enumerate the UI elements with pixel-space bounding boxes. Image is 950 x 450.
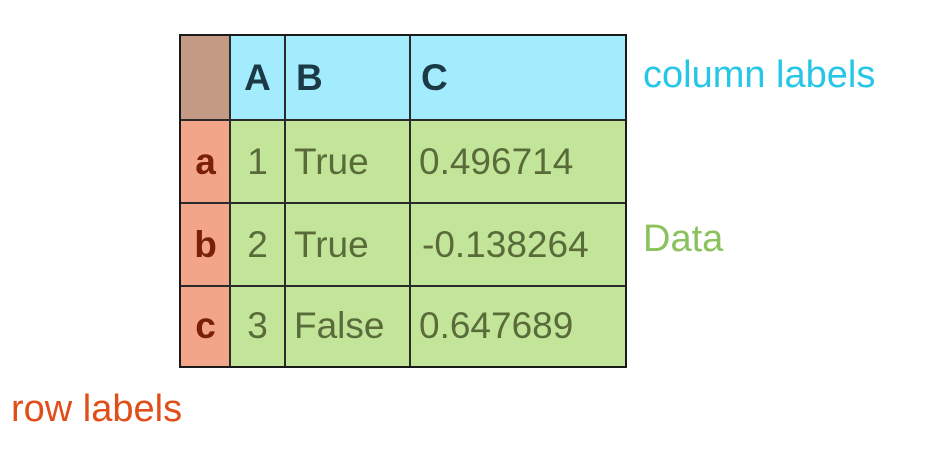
data-cell-b-A: 2: [230, 203, 285, 286]
data-cell-c-A: 3: [230, 286, 285, 366]
data-cell-c-B: False: [285, 286, 410, 366]
row-labels-annotation: row labels: [11, 388, 183, 430]
data-cell-b-B: True: [285, 203, 410, 286]
data-annotation: Data: [643, 218, 724, 260]
corner-cell: [181, 36, 230, 120]
grid-line-vertical-1: [229, 36, 231, 366]
row-label-b: b: [181, 203, 230, 286]
grid-line-horizontal-1: [181, 119, 625, 121]
row-label-a: a: [181, 120, 230, 203]
column-header-b: B: [285, 36, 410, 120]
column-labels-annotation: column labels: [643, 54, 876, 96]
data-cell-b-C: -0.138264: [410, 203, 625, 286]
grid-line-vertical-2: [284, 36, 286, 366]
grid-line-horizontal-2: [181, 202, 625, 204]
data-cell-a-C: 0.496714: [410, 120, 625, 203]
data-cell-a-B: True: [285, 120, 410, 203]
grid-line-vertical-3: [409, 36, 411, 366]
dataframe-diagram: A B C a 1 True 0.496714 b 2 True -0.1382…: [179, 34, 627, 368]
data-cell-a-A: 1: [230, 120, 285, 203]
grid-line-horizontal-3: [181, 285, 625, 287]
row-label-c: c: [181, 286, 230, 366]
data-cell-c-C: 0.647689: [410, 286, 625, 366]
column-header-c: C: [410, 36, 625, 120]
column-header-a: A: [230, 36, 285, 120]
